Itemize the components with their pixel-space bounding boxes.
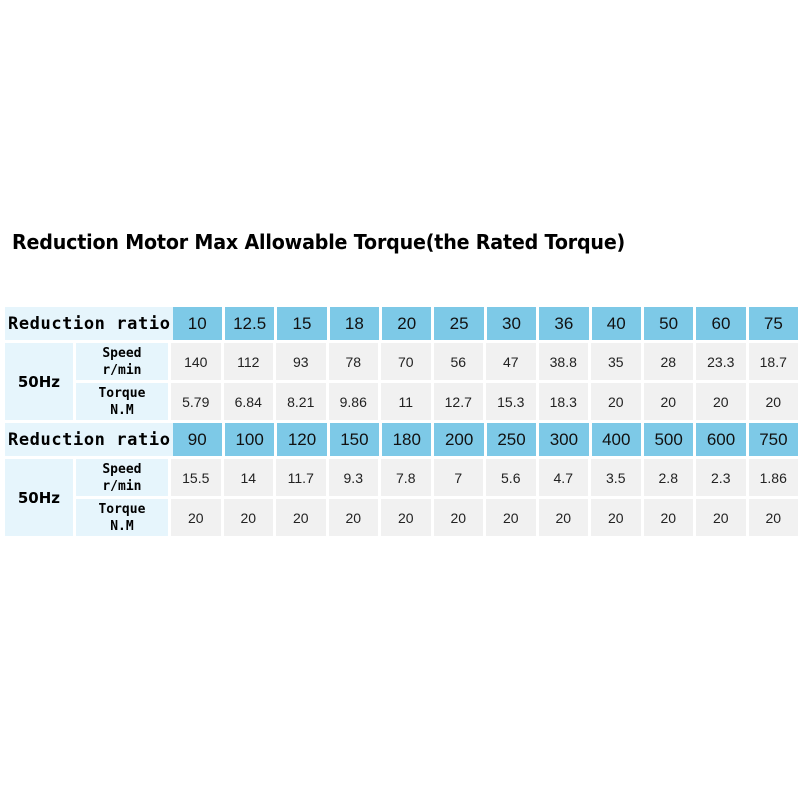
frequency-label: 50Hz <box>5 343 73 420</box>
speed-cell: 14 <box>223 459 273 496</box>
torque-label: Torque N.M <box>75 499 168 536</box>
torque-cell: 15.3 <box>486 383 536 420</box>
ratio-cell: 300 <box>539 423 589 456</box>
table-block-1: Reduction ratio 10 12.5 15 18 20 25 30 3… <box>5 307 799 420</box>
ratio-cell: 40 <box>591 307 641 340</box>
frequency-label: 50Hz <box>5 459 73 536</box>
torque-cell: 20 <box>433 499 483 536</box>
speed-cell: 5.6 <box>486 459 536 496</box>
speed-cell: 9.3 <box>328 459 378 496</box>
speed-label: Speed r/min <box>75 459 168 496</box>
ratio-cell: 15 <box>277 307 327 340</box>
torque-cell: 20 <box>276 499 326 536</box>
reduction-ratio-row: Reduction ratio 90 100 120 150 180 200 2… <box>5 423 799 456</box>
torque-cell: 20 <box>643 499 693 536</box>
speed-cell: 47 <box>486 343 536 380</box>
speed-cell: 2.3 <box>696 459 746 496</box>
ratio-cell: 50 <box>643 307 694 340</box>
speed-row: 140 112 93 78 70 56 47 38.8 35 28 23.3 1… <box>171 343 798 380</box>
speed-cell: 2.8 <box>643 459 693 496</box>
torque-cell: 20 <box>538 499 588 536</box>
speed-cell: 15.5 <box>171 459 221 496</box>
speed-cell: 1.86 <box>748 459 798 496</box>
speed-cell: 11.7 <box>276 459 326 496</box>
ratio-cell: 25 <box>434 307 484 340</box>
torque-cell: 20 <box>381 499 431 536</box>
torque-cell: 20 <box>171 499 221 536</box>
torque-cell: 20 <box>696 499 746 536</box>
ratio-cell: 150 <box>329 423 380 456</box>
page-title: Reduction Motor Max Allowable Torque(the… <box>12 230 626 254</box>
speed-cell: 70 <box>381 343 431 380</box>
ratio-cell: 12.5 <box>224 307 275 340</box>
torque-cell: 6.84 <box>223 383 273 420</box>
reduction-ratio-row: Reduction ratio 10 12.5 15 18 20 25 30 3… <box>5 307 799 340</box>
torque-cell: 18.3 <box>538 383 588 420</box>
speed-cell: 7 <box>433 459 483 496</box>
ratio-cell: 20 <box>382 307 432 340</box>
torque-cell: 20 <box>748 383 798 420</box>
torque-label: Torque N.M <box>75 383 168 420</box>
data-area: 50Hz Speed r/min Torque N.M 140 112 93 7… <box>5 343 798 420</box>
torque-cell: 5.79 <box>171 383 221 420</box>
speed-cell: 23.3 <box>696 343 746 380</box>
data-area: 50Hz Speed r/min Torque N.M 15.5 14 11.7… <box>5 459 798 536</box>
reduction-ratio-label: Reduction ratio <box>5 307 173 340</box>
ratio-cell: 18 <box>329 307 380 340</box>
torque-cell: 20 <box>328 499 378 536</box>
ratio-cell: 600 <box>696 423 746 456</box>
ratio-cell: 36 <box>539 307 589 340</box>
ratio-cell: 400 <box>591 423 641 456</box>
ratio-cell: 30 <box>486 307 537 340</box>
ratio-cell: 60 <box>696 307 746 340</box>
speed-cell: 56 <box>433 343 483 380</box>
speed-cell: 93 <box>276 343 326 380</box>
torque-cell: 20 <box>696 383 746 420</box>
torque-cell: 8.21 <box>276 383 326 420</box>
speed-label: Speed r/min <box>75 343 168 380</box>
reduction-ratio-label: Reduction ratio <box>5 423 173 456</box>
speed-cell: 7.8 <box>381 459 431 496</box>
torque-cell: 12.7 <box>433 383 483 420</box>
speed-cell: 28 <box>643 343 693 380</box>
torque-table: Reduction ratio 10 12.5 15 18 20 25 30 3… <box>5 307 799 539</box>
speed-cell: 18.7 <box>748 343 798 380</box>
ratio-cell: 100 <box>224 423 275 456</box>
ratio-cell: 200 <box>434 423 484 456</box>
ratio-cell: 500 <box>643 423 694 456</box>
torque-cell: 11 <box>381 383 431 420</box>
ratio-cell: 90 <box>172 423 222 456</box>
torque-cell: 20 <box>643 383 693 420</box>
torque-cell: 9.86 <box>328 383 378 420</box>
torque-cell: 20 <box>486 499 536 536</box>
table-block-2: Reduction ratio 90 100 120 150 180 200 2… <box>5 423 799 536</box>
ratio-cell: 750 <box>748 423 799 456</box>
speed-row: 15.5 14 11.7 9.3 7.8 7 5.6 4.7 3.5 2.8 2… <box>171 459 798 496</box>
speed-cell: 4.7 <box>538 459 588 496</box>
torque-row: 5.79 6.84 8.21 9.86 11 12.7 15.3 18.3 20… <box>171 383 798 420</box>
speed-cell: 140 <box>171 343 221 380</box>
ratio-cell: 75 <box>748 307 799 340</box>
ratio-cell: 120 <box>277 423 327 456</box>
torque-row: 20 20 20 20 20 20 20 20 20 20 20 20 <box>171 499 798 536</box>
speed-cell: 3.5 <box>591 459 641 496</box>
torque-cell: 20 <box>591 499 641 536</box>
speed-cell: 38.8 <box>538 343 588 380</box>
speed-cell: 112 <box>223 343 273 380</box>
ratio-cell: 10 <box>172 307 222 340</box>
torque-cell: 20 <box>748 499 798 536</box>
speed-cell: 78 <box>328 343 378 380</box>
torque-cell: 20 <box>223 499 273 536</box>
torque-cell: 20 <box>591 383 641 420</box>
ratio-cell: 180 <box>382 423 432 456</box>
speed-cell: 35 <box>591 343 641 380</box>
ratio-cell: 250 <box>486 423 537 456</box>
